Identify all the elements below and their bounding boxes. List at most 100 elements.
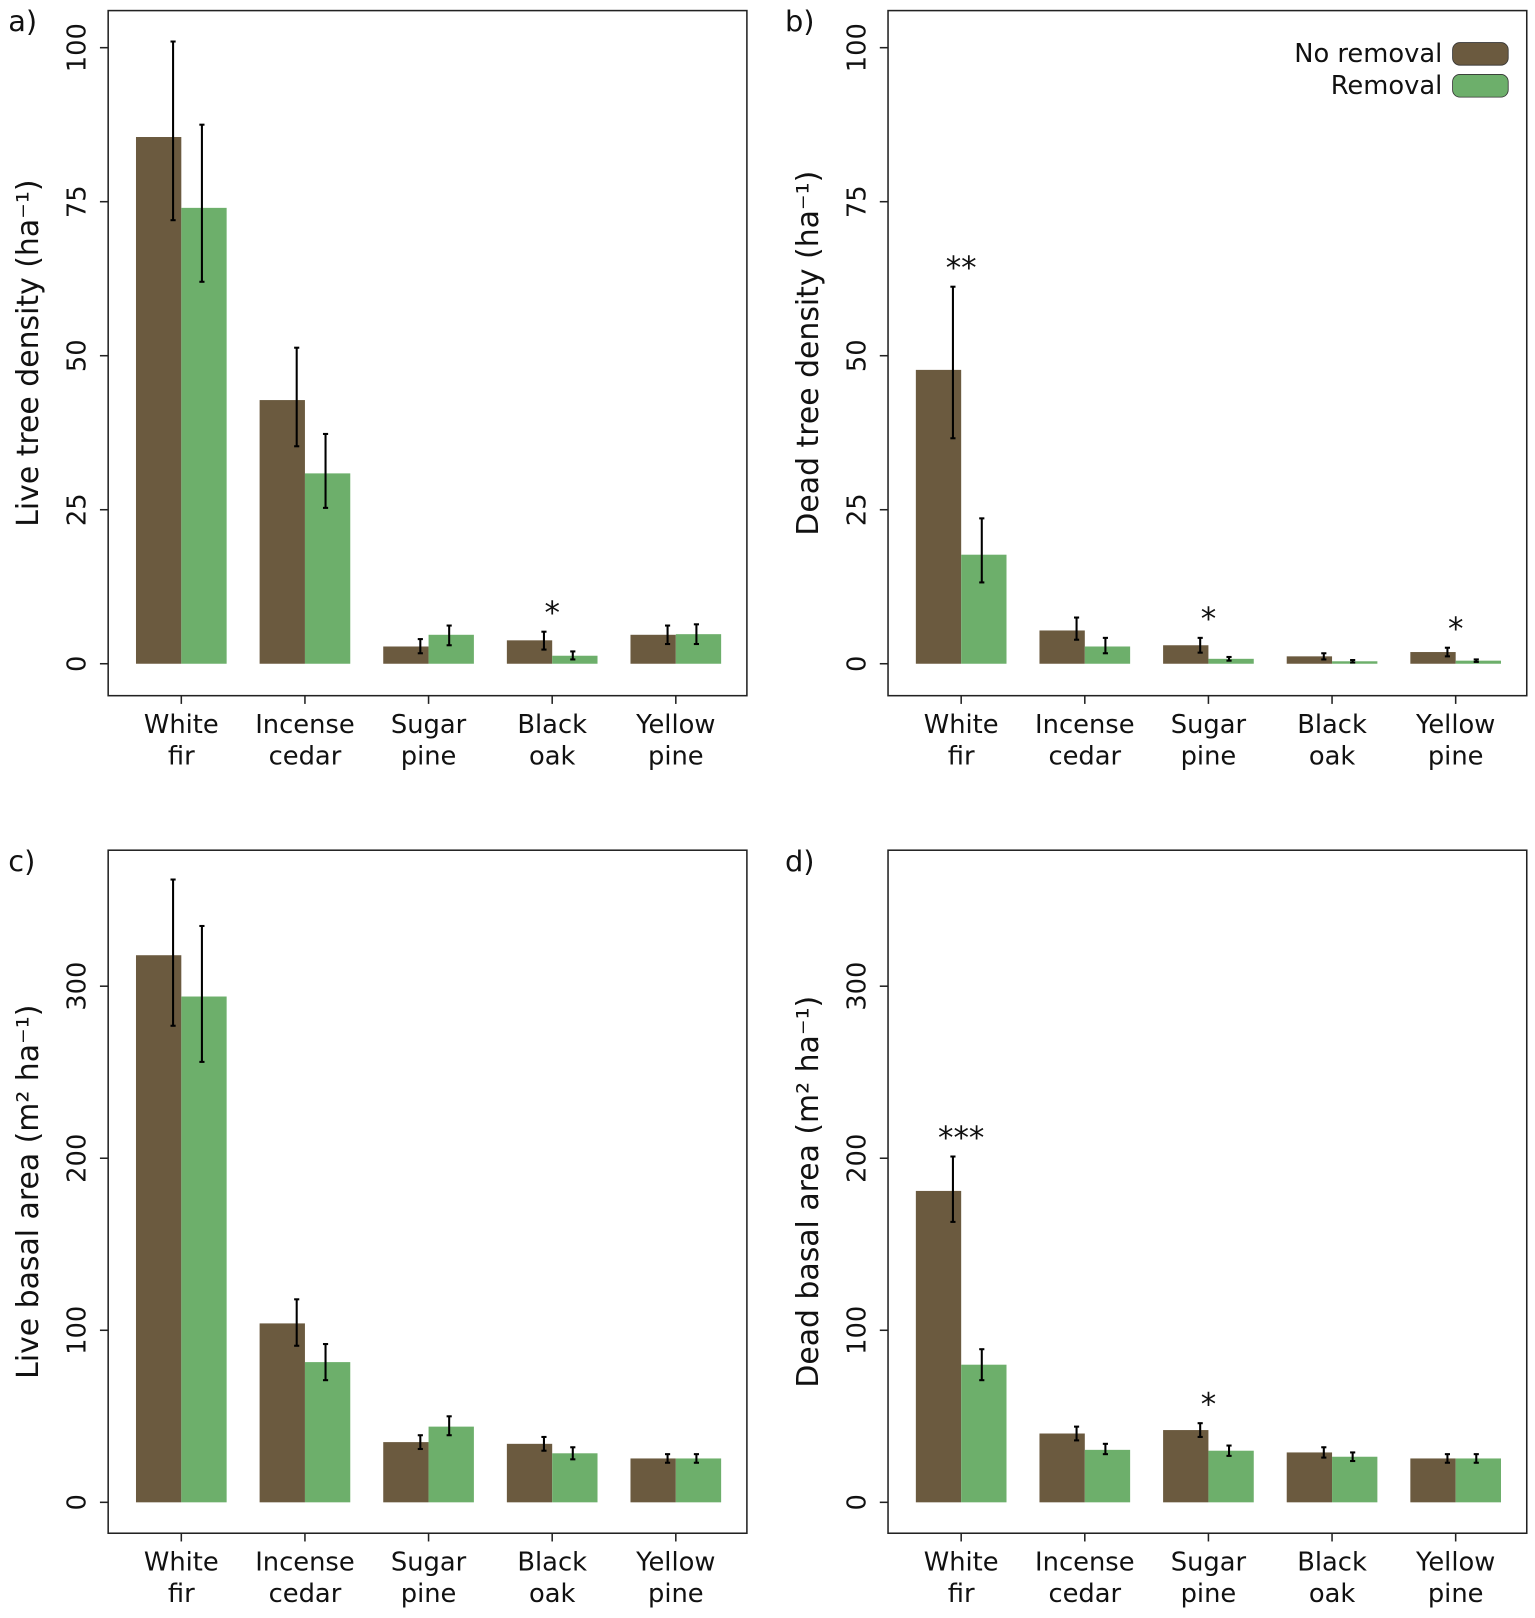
bar-removal xyxy=(1084,1449,1131,1503)
plot-frame xyxy=(107,9,748,697)
bar-removal xyxy=(1208,1450,1254,1503)
panel-d: d) 0 100 200 300 Dead basal area (m² ha⁻¹) Whi… xyxy=(785,844,1528,1609)
x-tick-label: Sugar xyxy=(1171,710,1247,740)
bar-no-removal xyxy=(630,1458,676,1503)
y-tick-label: 25 xyxy=(842,493,872,526)
bar-removal xyxy=(304,1362,351,1503)
x-tick-label: Sugar xyxy=(391,1547,467,1577)
bar-removal xyxy=(961,1364,1007,1503)
x-tick-label: Incense xyxy=(255,710,355,740)
x-tick-label: Yellow xyxy=(1415,1547,1495,1577)
y-tick-label: 300 xyxy=(63,962,93,1011)
y-tick-label: 100 xyxy=(63,1306,93,1355)
y-tick-label: 0 xyxy=(63,1494,93,1510)
x-tick-label: pine xyxy=(401,1579,457,1609)
x-tick-label: Black xyxy=(1297,1547,1367,1577)
x-tick-label: fir xyxy=(948,742,975,772)
x-tick-label: oak xyxy=(1309,1579,1356,1609)
bar-no-removal xyxy=(915,1190,962,1503)
x-tick-label: pine xyxy=(401,742,457,772)
bar-no-removal xyxy=(506,1443,553,1503)
plot-frame xyxy=(887,9,1528,697)
bar-removal xyxy=(675,1458,722,1503)
bar-removal xyxy=(304,473,351,664)
x-tick-label: Yellow xyxy=(635,710,715,740)
y-axis-label: Dead tree density (ha⁻¹) xyxy=(791,171,826,536)
bar-no-removal xyxy=(915,369,962,664)
bar-removal xyxy=(1084,646,1131,664)
x-tick-label: White xyxy=(144,710,219,740)
y-axis-label: Dead basal area (m² ha⁻¹) xyxy=(791,996,826,1388)
x-tick-label: fir xyxy=(168,1579,195,1609)
x-tick-label: Incense xyxy=(1035,710,1135,740)
x-tick-label: Black xyxy=(517,710,587,740)
bar-no-removal xyxy=(506,640,553,664)
x-tick-label: pine xyxy=(1181,1579,1237,1609)
x-tick-label: fir xyxy=(168,742,195,772)
x-tick-label: fir xyxy=(948,1579,975,1609)
bar-no-removal xyxy=(383,646,429,664)
bar-no-removal xyxy=(383,1442,429,1503)
x-tick-label: Incense xyxy=(255,1547,355,1577)
x-tick-label: cedar xyxy=(269,1579,342,1609)
x-tick-label: Yellow xyxy=(635,1547,715,1577)
y-axis-label: Live tree density (ha⁻¹) xyxy=(11,180,46,527)
significance-marker: ** xyxy=(946,250,977,286)
plot-frame xyxy=(887,849,1528,1535)
bar-removal xyxy=(428,1426,474,1503)
x-tick-label: pine xyxy=(1181,742,1237,772)
y-tick-label: 100 xyxy=(842,1306,872,1355)
bar-removal xyxy=(1332,1456,1378,1503)
y-axis-label: Live basal area (m² ha⁻¹) xyxy=(11,1005,46,1379)
panel-label: d) xyxy=(785,844,815,878)
x-tick-label: cedar xyxy=(1048,742,1121,772)
y-tick-label: 75 xyxy=(842,185,872,218)
panel-label: a) xyxy=(8,4,37,38)
y-tick-label: 200 xyxy=(842,1134,872,1183)
panel-label: c) xyxy=(8,844,35,878)
bar-no-removal xyxy=(1286,1452,1333,1503)
x-tick-label: Incense xyxy=(1035,1547,1135,1577)
significance-marker: * xyxy=(1201,602,1216,638)
bar-no-removal xyxy=(135,955,182,1503)
x-tick-label: cedar xyxy=(1048,1579,1121,1609)
x-tick-label: Black xyxy=(517,1547,587,1577)
x-tick-label: pine xyxy=(1428,1579,1484,1609)
x-tick-label: oak xyxy=(1309,742,1356,772)
y-tick-label: 200 xyxy=(63,1134,93,1183)
y-tick-label: 50 xyxy=(842,339,872,372)
bar-no-removal xyxy=(259,1323,305,1503)
y-tick-label: 0 xyxy=(63,656,93,672)
significance-marker: * xyxy=(1448,611,1463,647)
significance-marker: * xyxy=(1201,1387,1216,1423)
bar-no-removal xyxy=(630,634,676,664)
bar-no-removal xyxy=(135,137,182,664)
panel-c: c) 0 100 200 300 Live basal area (m² ha⁻¹) Whi… xyxy=(8,844,748,1609)
plot-frame xyxy=(107,849,748,1535)
bar-no-removal xyxy=(1410,652,1456,664)
bar-removal xyxy=(428,634,474,664)
bar-no-removal xyxy=(1039,630,1085,664)
y-tick-label: 50 xyxy=(63,339,93,372)
y-tick-label: 0 xyxy=(842,1494,872,1510)
legend-swatch xyxy=(1452,42,1509,66)
significance-marker: * xyxy=(544,595,559,631)
panel-a: a) 0 25 50 75 100 Live tree density (ha⁻¹) Whit… xyxy=(8,4,748,772)
x-tick-label: White xyxy=(144,1547,219,1577)
y-tick-label: 100 xyxy=(842,23,872,72)
y-tick-label: 0 xyxy=(842,656,872,672)
y-tick-label: 300 xyxy=(842,962,872,1011)
legend-swatch xyxy=(1452,74,1509,98)
bar-removal xyxy=(961,554,1007,664)
x-tick-label: Black xyxy=(1297,710,1367,740)
panel-label: b) xyxy=(785,4,815,38)
panel-b: b) 0 25 50 75 100 Dead tree density (ha⁻¹) Whit… xyxy=(785,4,1528,772)
x-tick-label: oak xyxy=(529,1579,576,1609)
x-tick-label: Sugar xyxy=(391,710,467,740)
x-tick-label: pine xyxy=(648,1579,704,1609)
x-tick-label: Yellow xyxy=(1415,710,1495,740)
bar-no-removal xyxy=(1286,656,1333,664)
y-tick-label: 100 xyxy=(63,23,93,72)
